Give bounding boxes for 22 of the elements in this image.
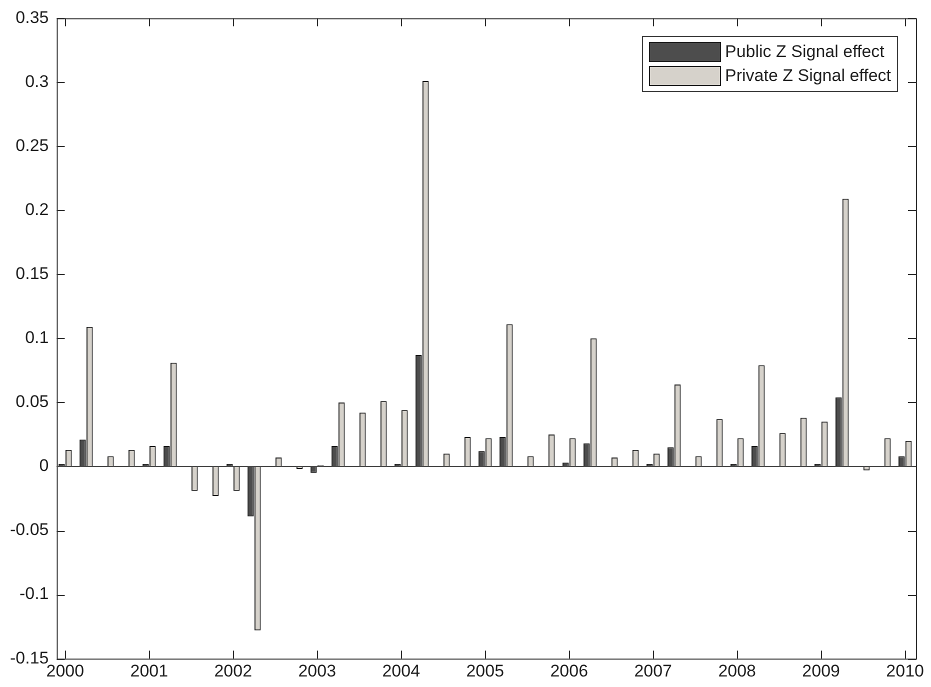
y-tick-label: 0.05 (16, 392, 49, 412)
x-tick-label: 2002 (214, 661, 252, 680)
y-tick-label: 0.15 (16, 264, 49, 284)
legend-label: Public Z Signal effect (725, 42, 884, 62)
x-tick-label: 2001 (130, 661, 168, 680)
x-tick-label: 2007 (634, 661, 672, 680)
y-tick-label: -0.05 (10, 520, 49, 540)
y-tick-label: 0 (39, 456, 49, 476)
y-tick-label: 0.1 (25, 328, 49, 348)
y-tick-label: 0.25 (16, 136, 49, 155)
y-tick-label: -0.1 (19, 584, 49, 604)
x-tick-label: 2003 (298, 661, 336, 680)
x-tick-label: 2005 (466, 661, 504, 680)
y-tick-label: 0.3 (25, 72, 49, 91)
legend-label: Private Z Signal effect (725, 66, 891, 86)
y-tick-label: 0.35 (16, 8, 49, 27)
x-tick-label: 2008 (718, 661, 756, 680)
y-tick-label: 0.2 (25, 200, 49, 220)
x-tick-label: 2010 (886, 661, 924, 680)
x-tick-label: 2009 (802, 661, 840, 680)
x-tick-label: 2004 (382, 661, 420, 680)
x-tick-label: 2006 (550, 661, 588, 680)
